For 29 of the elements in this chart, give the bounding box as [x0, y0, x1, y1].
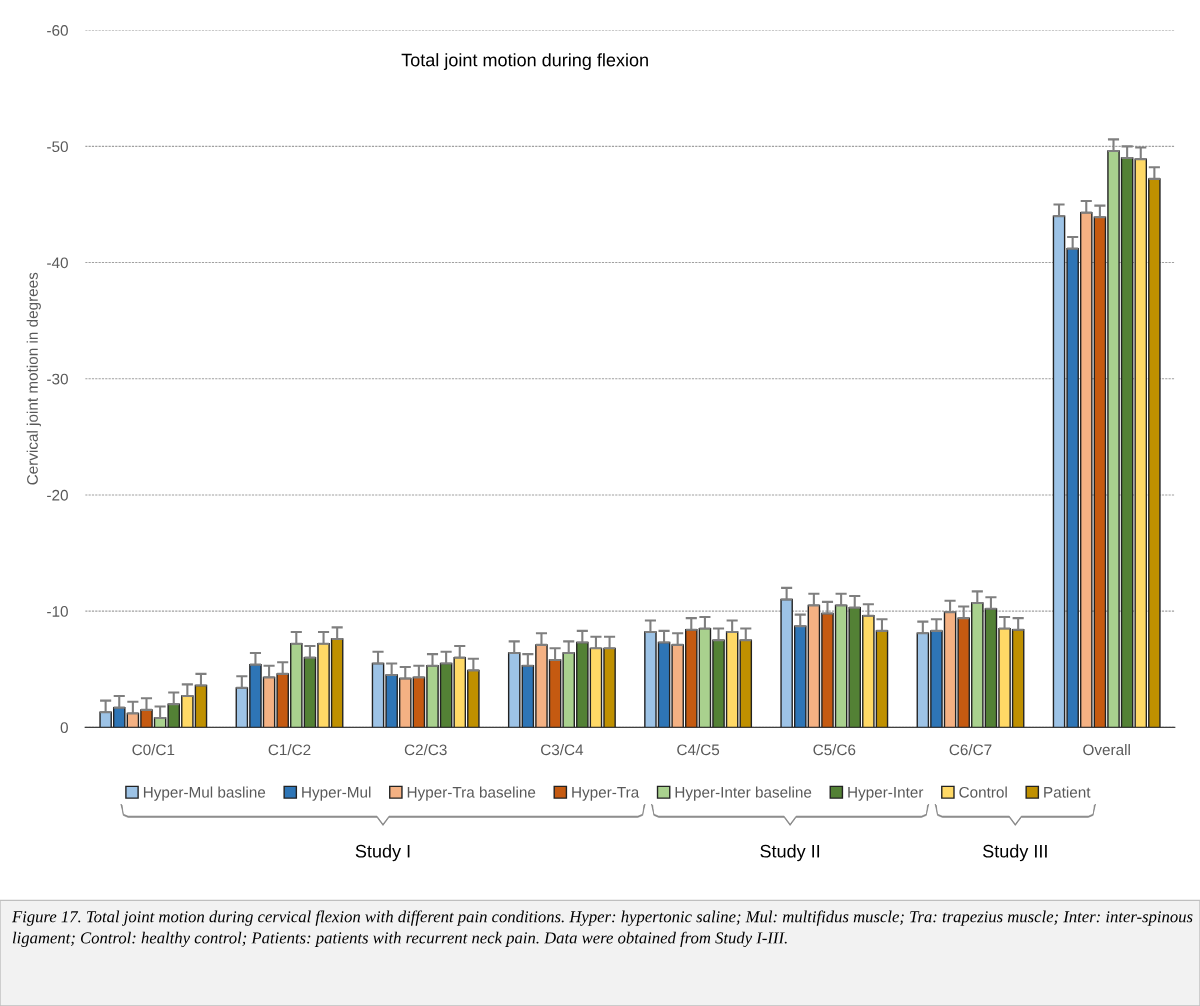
x-tick-label: C2/C3 [404, 744, 447, 756]
y-tick-label: -30 [47, 373, 68, 385]
x-tick-label: C0/C1 [132, 744, 175, 756]
y-tick-label: -40 [47, 257, 68, 269]
x-tick-label: C1/C2 [268, 744, 311, 756]
y-tick-label: -60 [47, 25, 68, 36]
y-tick-label: -10 [47, 606, 68, 617]
text: Study II [760, 844, 820, 862]
y-tick-label: -20 [47, 489, 68, 501]
legend-label: Control [959, 786, 1007, 798]
text: Study I [355, 844, 410, 862]
y-tick-label: 0 [60, 722, 68, 734]
y-axis-title: Cervical joint motion in degrees [26, 272, 41, 485]
legend-label: Hyper-Mul [302, 786, 371, 801]
y-tick-label: -50 [47, 141, 68, 153]
legend-label: Hyper-Mul basline [143, 786, 266, 801]
caption: Figure 17. Total joint motion during cervical flexion with different pain conditions. Hyper: hypertonic saline; Mul: multifidus muscle; Tra: trapezius muscle; Inter: inter-spinous ligament; Control: healthy control; Patients: patients with recurrent neck pain. Data were obtained from Study I-III. [11, 910, 1193, 947]
legend-label: Hyper-Tra baseline [407, 786, 536, 801]
x-tick-label: C5/C6 [813, 744, 856, 756]
x-tick-label: C4/C5 [677, 744, 720, 756]
x-tick-label: C6/C7 [949, 744, 992, 756]
legend-label: Hyper-Tra [572, 787, 640, 801]
text: Study III [983, 844, 1047, 862]
legend-label: Patient [1044, 786, 1091, 798]
x-tick-label: C3/C4 [541, 744, 584, 756]
x-tick-label: Overall [1083, 744, 1130, 756]
legend-label: Hyper-Inter baseline [675, 786, 812, 801]
legend-label: Hyper-Inter [848, 787, 924, 801]
text: Total joint motion during flexion [401, 53, 648, 70]
